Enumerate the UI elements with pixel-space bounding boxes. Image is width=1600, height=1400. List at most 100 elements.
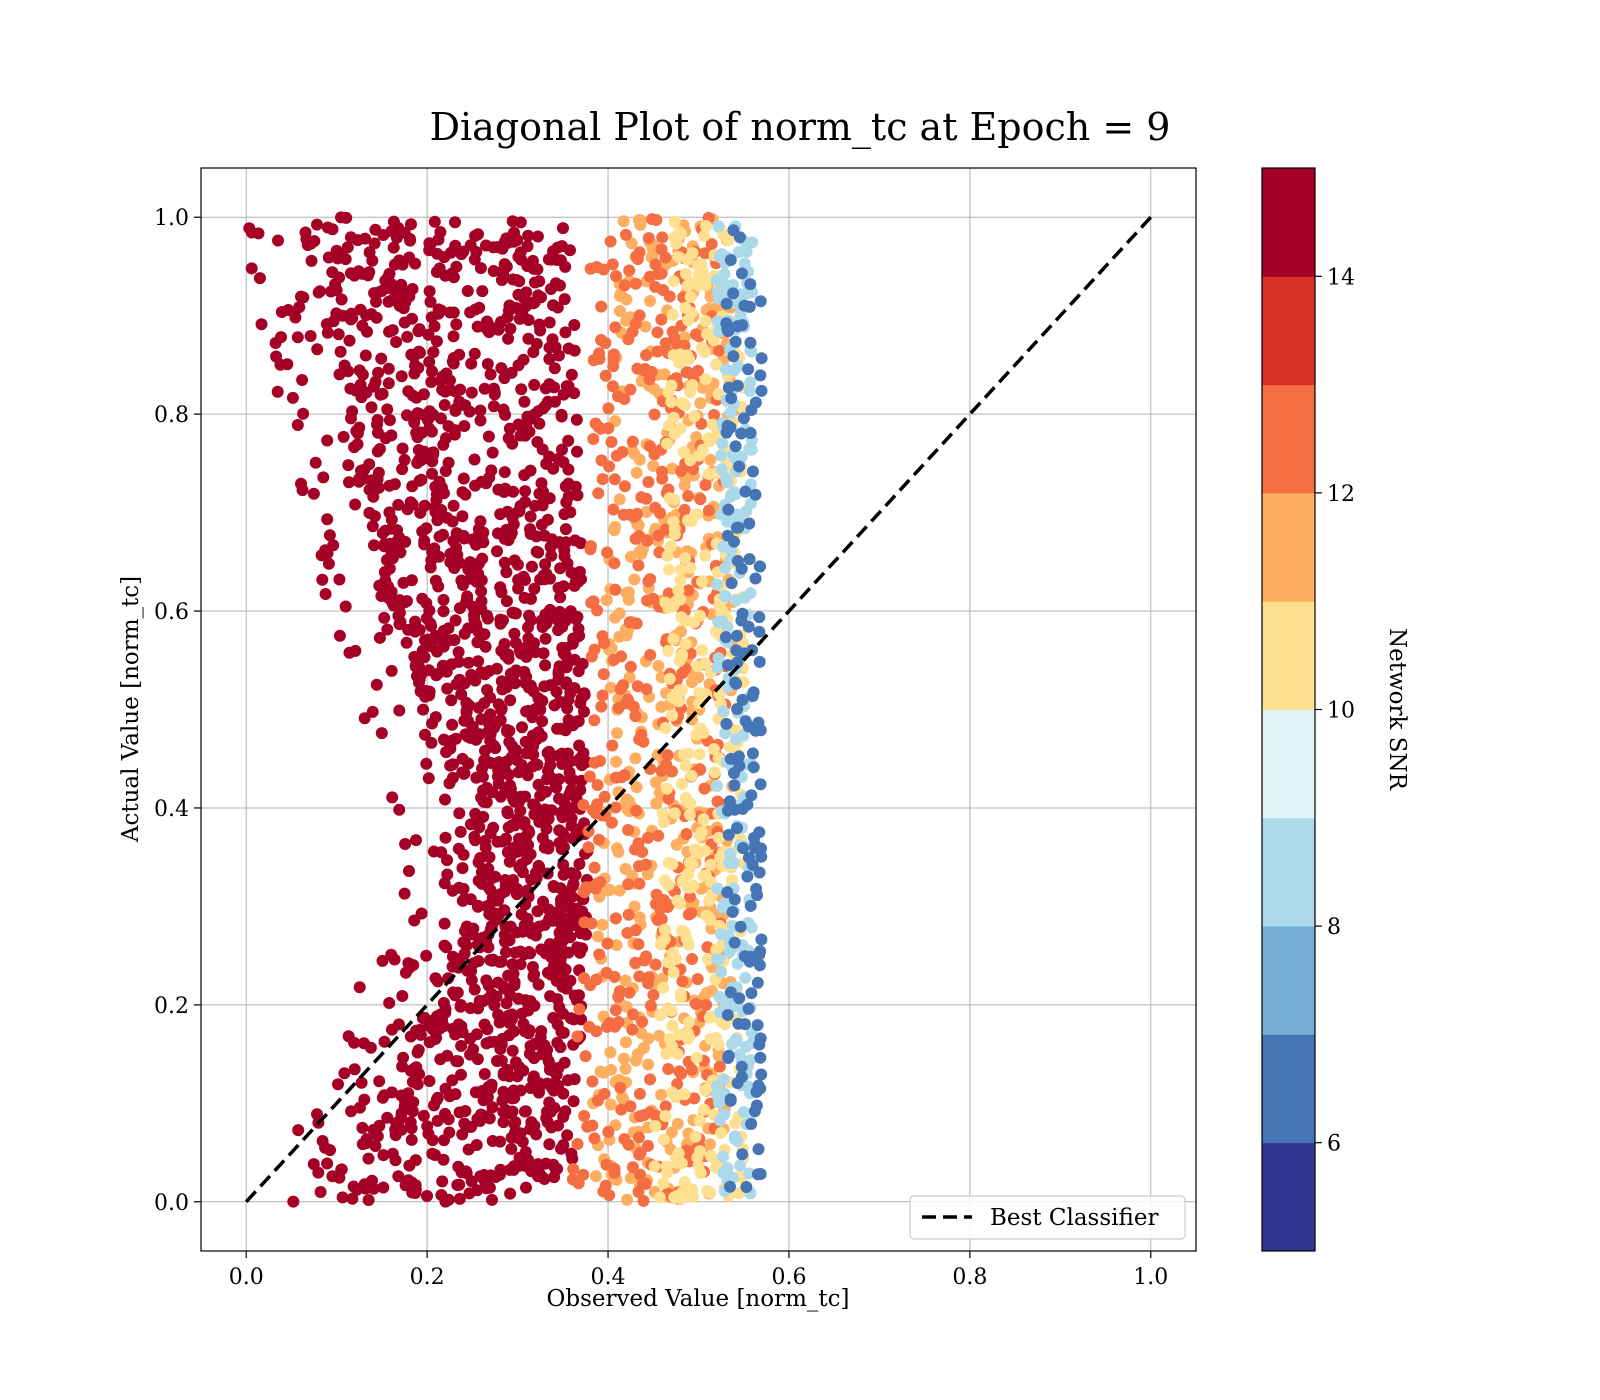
scatter-point [506,1105,519,1118]
scatter-point [570,413,583,426]
scatter-point [630,781,643,794]
scatter-point [497,267,510,280]
scatter-point [397,1051,410,1064]
scatter-point [469,674,482,687]
scatter-point [733,460,746,473]
scatter-point [424,295,437,308]
scatter-point [507,967,520,980]
scatter-point [595,300,608,313]
scatter-point [739,485,752,498]
scatter-point [496,1094,509,1107]
scatter-point [753,655,766,668]
scatter-point [449,989,461,1002]
scatter-point [656,972,669,985]
scatter-point [333,629,346,642]
scatter-point [499,880,512,893]
scatter-point [737,842,749,854]
scatter-point [740,1181,753,1193]
scatter-point [429,972,442,985]
scatter-point [444,547,457,560]
scatter-point [558,293,571,306]
scatter-point [422,1019,435,1032]
scatter-point [347,1180,360,1193]
scatter-point [742,1002,755,1015]
scatter-point [559,523,572,536]
scatter-point [753,1038,766,1051]
scatter-point [648,408,661,421]
scatter-point [540,617,553,630]
scatter-point [657,284,670,296]
scatter-point [656,472,669,485]
scatter-point [635,491,648,504]
scatter-point [417,1109,430,1122]
scatter-point [560,380,573,393]
scatter-point [662,1063,675,1075]
chart-title: Diagonal Plot of norm_tc at Epoch = 9 [430,105,1171,150]
scatter-point [595,334,608,346]
scatter-point [511,1131,524,1144]
scatter-point [437,593,450,606]
scatter-point [430,488,443,501]
scatter-point [704,858,717,871]
scatter-point [434,1008,447,1021]
scatter-point [334,345,347,358]
scatter-point [518,819,531,831]
scatter-point [675,227,688,240]
scatter-point [666,709,679,722]
scatter-point [502,304,515,317]
scatter-point [527,740,540,753]
scatter-point [538,918,551,931]
scatter-point [460,1165,473,1178]
scatter-point [692,1159,705,1172]
scatter-point [378,538,391,551]
scatter-point [368,539,380,552]
scatter-point [624,660,637,673]
scatter-point [410,391,423,404]
scatter-point [720,297,733,310]
scatter-point [486,1135,499,1147]
scatter-point [397,576,410,589]
scatter-point [679,927,692,940]
scatter-point [430,266,443,278]
colorbar-segment [1262,1034,1315,1144]
scatter-point [632,1185,645,1198]
scatter-point [556,811,569,824]
scatter-point [687,1190,699,1203]
scatter-point [712,220,725,233]
scatter-point [441,682,454,695]
scatter-point [533,318,546,331]
scatter-point [589,1170,602,1183]
scatter-point [656,231,669,244]
scatter-point [556,747,569,760]
scatter-point [632,1131,645,1144]
scatter-point [622,824,635,836]
scatter-point [629,843,641,856]
scatter-point [598,637,611,650]
scatter-point [468,453,481,466]
scatter-point [535,477,548,490]
scatter-point [517,1017,530,1030]
scatter-point [738,299,751,312]
scatter-point [601,546,614,559]
scatter-point [708,766,721,779]
scatter-point [688,277,701,290]
scatter-point [596,918,609,931]
scatter-point [411,1046,424,1059]
scatter-point [631,362,644,375]
scatter-point [661,1003,673,1016]
scatter-point [485,464,498,477]
scatter-point [505,366,518,379]
scatter-point [342,365,355,378]
scatter-point [395,278,408,291]
scatter-point [455,1068,467,1081]
scatter-point [368,510,381,523]
scatter-point [640,349,653,362]
scatter-point [307,487,320,500]
scatter-point [388,478,401,491]
scatter-point [532,289,545,302]
scatter-point [365,401,378,414]
scatter-point [696,265,709,278]
scatter-point [439,831,452,844]
scatter-point [477,526,490,539]
scatter-point [628,447,641,460]
